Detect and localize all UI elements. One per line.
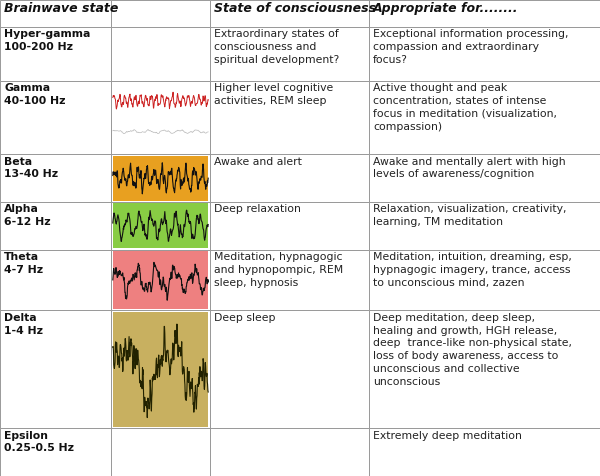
Bar <box>0 202 111 250</box>
Bar <box>111 27 210 81</box>
Bar <box>210 81 369 154</box>
Bar <box>369 202 600 250</box>
Bar <box>111 202 210 250</box>
Bar <box>210 0 369 27</box>
Bar <box>210 27 369 81</box>
Bar <box>0 250 111 310</box>
Text: Deep sleep: Deep sleep <box>214 313 276 323</box>
Bar <box>369 310 600 428</box>
Text: Awake and mentally alert with high
levels of awareness/cognition: Awake and mentally alert with high level… <box>373 157 566 179</box>
Bar <box>210 428 369 476</box>
Bar <box>0 154 111 202</box>
Text: Relaxation, visualization, creativity,
learning, TM meditation: Relaxation, visualization, creativity, l… <box>373 204 567 227</box>
Bar <box>113 82 208 153</box>
Bar <box>369 27 600 81</box>
Bar <box>369 0 600 27</box>
Text: Exceptional information processing,
compassion and extraordinary
focus?: Exceptional information processing, comp… <box>373 29 569 65</box>
Text: Beta
13-40 Hz: Beta 13-40 Hz <box>4 157 58 179</box>
Bar <box>369 428 600 476</box>
Bar <box>369 154 600 202</box>
Bar <box>210 250 369 310</box>
Text: Theta
4-7 Hz: Theta 4-7 Hz <box>4 252 43 275</box>
Bar <box>111 81 210 154</box>
Text: Meditation, intuition, dreaming, esp,
hypnagogic imagery, trance, access
to unco: Meditation, intuition, dreaming, esp, hy… <box>373 252 572 288</box>
Bar <box>111 154 210 202</box>
Text: Delta
1-4 Hz: Delta 1-4 Hz <box>4 313 43 336</box>
Text: State of consciousness: State of consciousness <box>214 2 376 15</box>
Bar <box>0 310 111 428</box>
Bar <box>113 156 208 200</box>
Text: Gamma
40-100 Hz: Gamma 40-100 Hz <box>4 83 66 106</box>
Bar <box>111 0 210 27</box>
Bar <box>210 202 369 250</box>
Text: Brainwave state: Brainwave state <box>4 2 119 15</box>
Bar <box>111 428 210 476</box>
Text: Meditation, hypnagogic
and hypnopompic, REM
sleep, hypnosis: Meditation, hypnagogic and hypnopompic, … <box>214 252 343 288</box>
Text: Deep meditation, deep sleep,
healing and growth, HGH release,
deep  trance-like : Deep meditation, deep sleep, healing and… <box>373 313 572 387</box>
Text: Alpha
6-12 Hz: Alpha 6-12 Hz <box>4 204 51 227</box>
Text: Awake and alert: Awake and alert <box>214 157 302 167</box>
Bar <box>0 27 111 81</box>
Text: Hyper-gamma
100-200 Hz: Hyper-gamma 100-200 Hz <box>4 29 91 52</box>
Text: Epsilon
0.25-0.5 Hz: Epsilon 0.25-0.5 Hz <box>4 431 74 453</box>
Bar <box>0 81 111 154</box>
Bar <box>369 81 600 154</box>
Bar <box>210 310 369 428</box>
Bar <box>0 428 111 476</box>
Bar <box>111 310 210 428</box>
Text: Deep relaxation: Deep relaxation <box>214 204 301 214</box>
Bar <box>111 250 210 310</box>
Bar <box>113 312 208 427</box>
Text: Appropriate for........: Appropriate for........ <box>373 2 519 15</box>
Text: Higher level cognitive
activities, REM sleep: Higher level cognitive activities, REM s… <box>214 83 334 106</box>
Bar <box>369 250 600 310</box>
Bar <box>0 0 111 27</box>
Text: Extremely deep meditation: Extremely deep meditation <box>373 431 522 441</box>
Bar <box>113 251 208 309</box>
Text: Active thought and peak
concentration, states of intense
focus in meditation (vi: Active thought and peak concentration, s… <box>373 83 557 132</box>
Bar <box>210 154 369 202</box>
Bar <box>113 203 208 248</box>
Text: Extraordinary states of
consciousness and
spiritual development?: Extraordinary states of consciousness an… <box>214 29 340 65</box>
